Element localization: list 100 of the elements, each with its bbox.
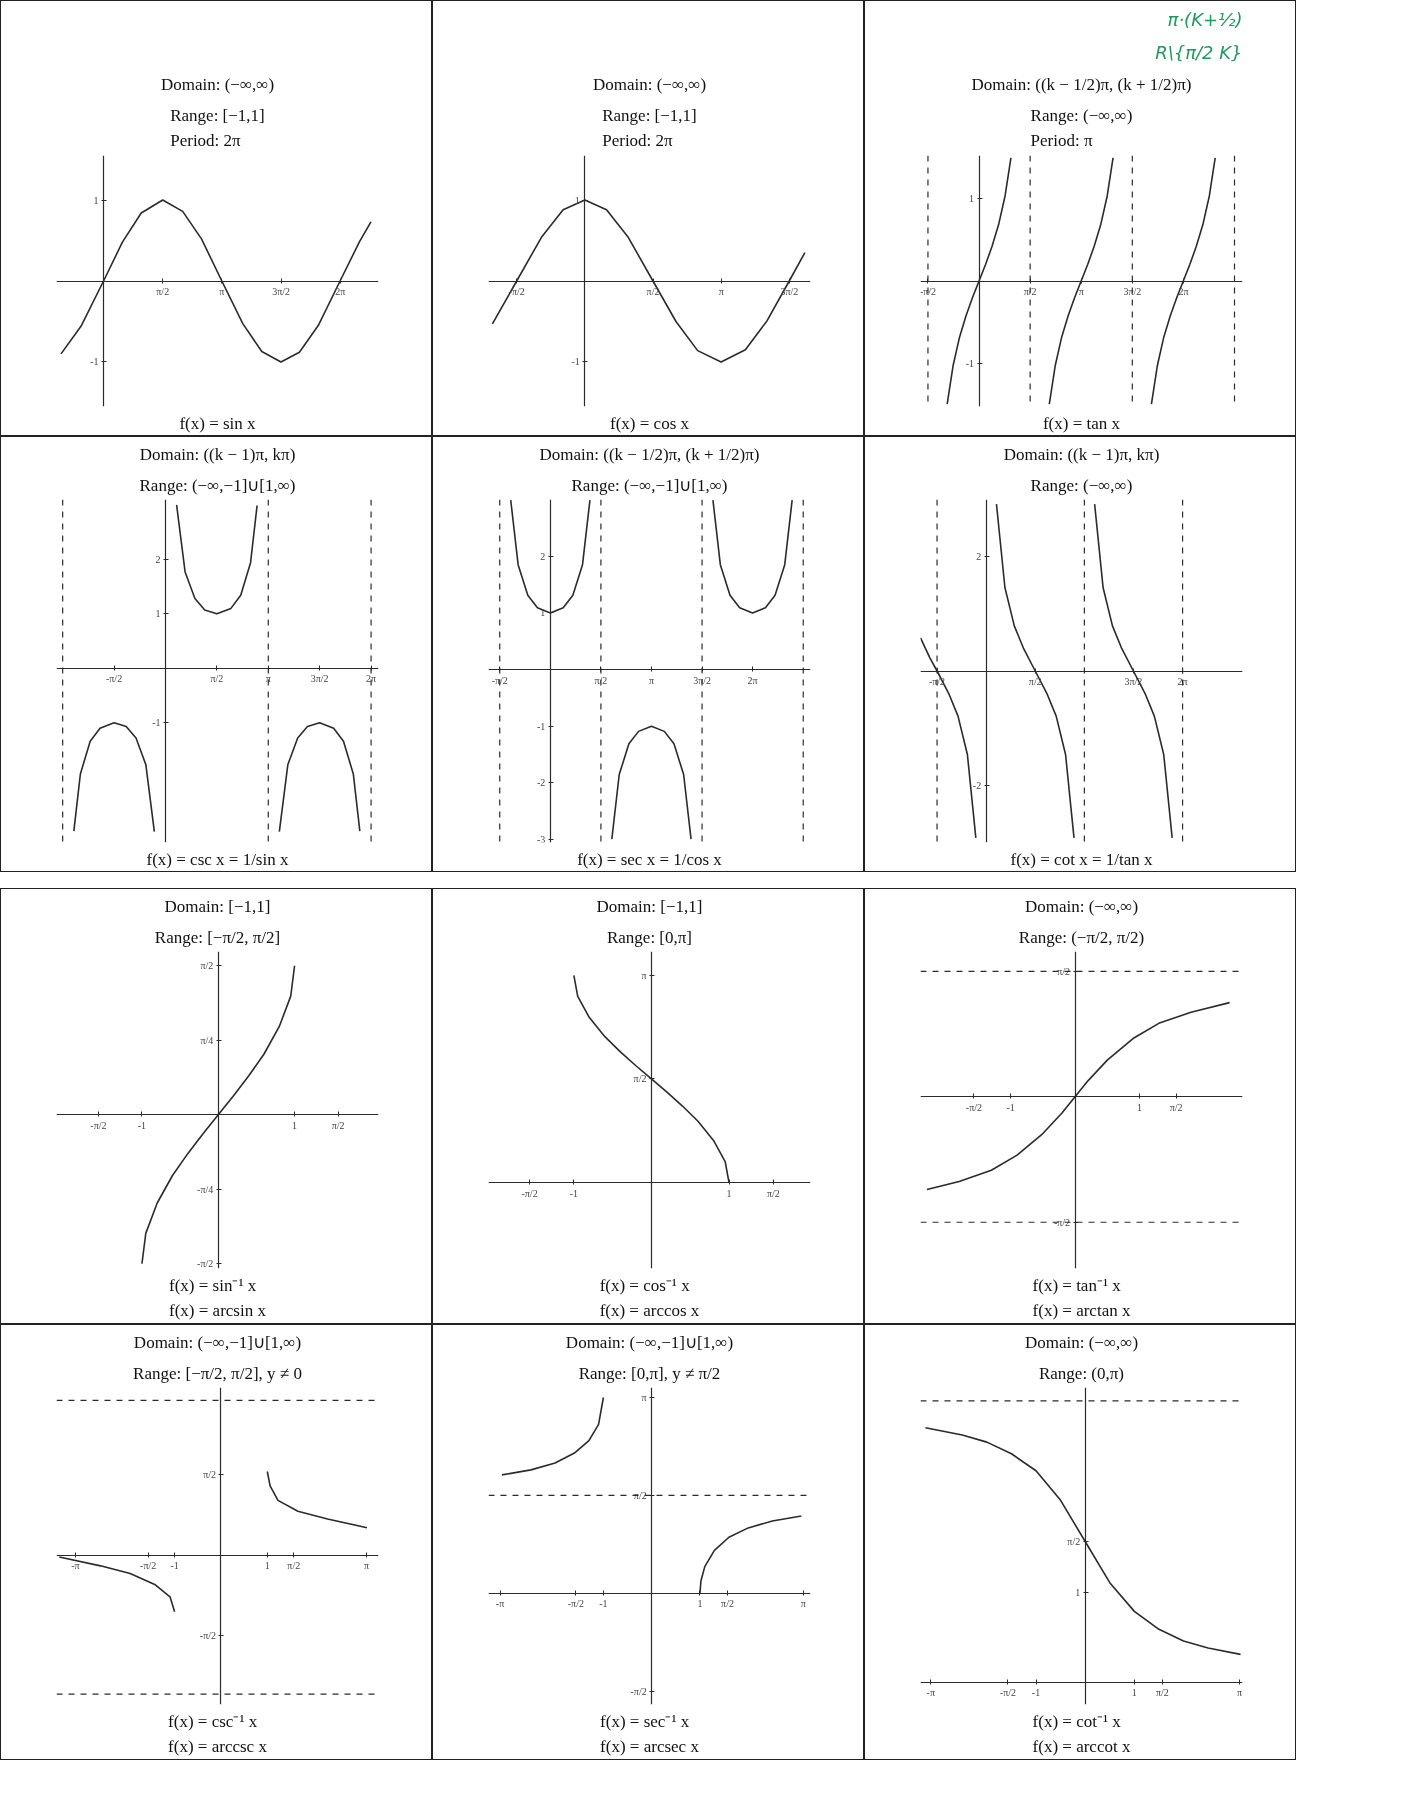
y-tick-label: -2 bbox=[972, 779, 982, 791]
x-tick-label: -π/2 bbox=[521, 1187, 538, 1199]
y-tick-label: 1 bbox=[155, 608, 161, 620]
x-tick-label: π/2 bbox=[287, 1560, 301, 1572]
x-axis-title: f(x) = sin⁻¹ x f(x) = arcsin x bbox=[169, 1275, 267, 1321]
chart-title: Domain: ((k − 1)π, kπ) bbox=[139, 444, 296, 464]
x-axis-title: f(x) = cot x = 1/tan x bbox=[1010, 849, 1153, 869]
x-tick-label: 3π/2 bbox=[272, 286, 290, 297]
x-tick-label: 1 bbox=[264, 1560, 270, 1572]
x-axis-title: f(x) = csc x = 1/sin x bbox=[146, 849, 289, 869]
chart-title: Domain: (−∞,∞) bbox=[1024, 896, 1139, 916]
x-tick-label: π/2 bbox=[1169, 1101, 1183, 1113]
y-tick-label: π/2 bbox=[203, 1468, 216, 1480]
chart-title: Domain: (−∞,−1]∪[1,∞) bbox=[565, 1332, 734, 1352]
x-tick-label: -π bbox=[495, 1598, 505, 1610]
chart-subtitle: Range: (−∞,∞) Period: π bbox=[1030, 105, 1133, 151]
chart-title: Domain: (−∞,∞) bbox=[592, 74, 707, 94]
x-tick-label: 1 bbox=[292, 1119, 298, 1131]
chart-title: Domain: (−∞,∞) bbox=[1024, 1332, 1139, 1352]
x-axis-title: f(x) = cot⁻¹ x f(x) = arccot x bbox=[1032, 1711, 1131, 1757]
x-tick-label: π/2 bbox=[594, 674, 608, 686]
text: R\{π/2 K} bbox=[1155, 41, 1243, 63]
x-tick-label: -1 bbox=[137, 1119, 147, 1131]
x-tick-label: π/2 bbox=[1023, 286, 1037, 297]
x-tick-label: 2π bbox=[335, 286, 346, 297]
x-axis-title: f(x) = cos x bbox=[610, 413, 690, 433]
y-tick-label: π/2 bbox=[200, 960, 214, 972]
x-tick-label: π bbox=[1237, 1687, 1243, 1699]
chart-title: Domain: [−1,1] bbox=[596, 896, 703, 916]
x-axis-title: f(x) = sec x = 1/cos x bbox=[577, 849, 723, 869]
chart-title: Domain: (−∞,∞) bbox=[160, 74, 275, 94]
x-tick-label: π/2 bbox=[210, 673, 224, 685]
chart-subtitle: Range: (−π/2, π/2) bbox=[1018, 927, 1145, 947]
text: π·(K+½) bbox=[1167, 8, 1243, 30]
x-tick-label: 2π bbox=[1177, 676, 1188, 687]
x-axis-title: f(x) = tan x bbox=[1042, 413, 1121, 433]
y-tick-label: 1 bbox=[969, 192, 975, 204]
chart-title: Domain: [−1,1] bbox=[164, 896, 271, 916]
y-tick-label: π/4 bbox=[200, 1034, 214, 1046]
x-tick-label: 1 bbox=[726, 1187, 732, 1199]
x-tick-label: 1 bbox=[1136, 1101, 1142, 1113]
y-tick-label: π/2 bbox=[633, 1073, 647, 1085]
x-tick-label: -1 bbox=[1006, 1101, 1015, 1113]
chart-title: Domain: ((k − 1/2)π, (k + 1/2)π) bbox=[971, 74, 1192, 94]
x-tick-label: π/2 bbox=[1028, 676, 1042, 687]
x-tick-label: -1 bbox=[170, 1560, 179, 1572]
chart-title: Domain: ((k − 1)π, kπ) bbox=[1003, 444, 1160, 464]
y-tick-label: π bbox=[641, 1391, 647, 1403]
chart-subtitle: Range: (−∞,−1]∪[1,∞) bbox=[571, 475, 728, 495]
x-axis-title: f(x) = csc⁻¹ x f(x) = arccsc x bbox=[168, 1711, 268, 1757]
x-tick-label: 3π/2 bbox=[693, 674, 711, 686]
y-tick-label: -2 bbox=[536, 777, 546, 789]
x-tick-label: -π/2 bbox=[919, 286, 937, 297]
x-tick-label: π/2 bbox=[766, 1187, 780, 1199]
x-tick-label: -π/2 bbox=[105, 673, 123, 685]
y-tick-label: -1 bbox=[965, 358, 975, 370]
x-axis-title: f(x) = tan⁻¹ x f(x) = arctan x bbox=[1032, 1275, 1131, 1321]
x-axis-title: f(x) = sec⁻¹ x f(x) = arcsec x bbox=[600, 1711, 700, 1757]
x-tick-label: 2π bbox=[1178, 286, 1189, 297]
chart-subtitle: Range: (−∞,−1]∪[1,∞) bbox=[139, 475, 296, 495]
y-tick-label: 2 bbox=[976, 551, 982, 563]
x-tick-label: -π/2 bbox=[491, 674, 508, 686]
chart-subtitle: Range: [−1,1] Period: 2π bbox=[170, 105, 265, 151]
x-tick-label: -1 bbox=[1031, 1687, 1041, 1699]
x-tick-label: -π bbox=[926, 1687, 935, 1699]
x-tick-label: 2π bbox=[366, 673, 377, 685]
x-tick-label: 3π/2 bbox=[310, 673, 329, 685]
y-tick-label: 2 bbox=[155, 553, 161, 565]
x-tick-label: π bbox=[219, 286, 225, 297]
y-tick-label: -3 bbox=[536, 834, 546, 846]
chart-subtitle: Range: [0,π], y ≠ π/2 bbox=[578, 1363, 721, 1383]
y-tick-label: 1 bbox=[540, 607, 546, 619]
chart-subtitle: Range: [−π/2, π/2], y ≠ 0 bbox=[133, 1363, 302, 1383]
x-tick-label: π bbox=[364, 1560, 370, 1572]
x-tick-label: -π/2 bbox=[999, 1687, 1017, 1699]
x-axis-title: f(x) = cos⁻¹ x f(x) = arccos x bbox=[599, 1275, 700, 1321]
x-tick-label: π/2 bbox=[1155, 1687, 1169, 1699]
chart-title: Domain: ((k − 1/2)π, (k + 1/2)π) bbox=[539, 444, 760, 464]
y-tick-label: -1 bbox=[536, 720, 546, 732]
y-tick-label: -π/4 bbox=[197, 1183, 214, 1195]
y-tick-label: 2 bbox=[540, 550, 546, 562]
chart-subtitle: Range: [−1,1] Period: 2π bbox=[602, 105, 697, 151]
y-tick-label: -π/2 bbox=[197, 1258, 214, 1270]
x-tick-label: π bbox=[265, 673, 271, 685]
chart-title: Domain: (−∞,−1]∪[1,∞) bbox=[133, 1332, 302, 1352]
y-tick-label: -1 bbox=[152, 717, 161, 729]
x-tick-label: π/2 bbox=[721, 1598, 734, 1610]
x-tick-label: π/2 bbox=[331, 1119, 345, 1131]
chart-subtitle: Range: (0,π) bbox=[1038, 1363, 1125, 1383]
chart-subtitle: Range: [−π/2, π/2] bbox=[154, 927, 281, 947]
x-tick-label: 1 bbox=[697, 1598, 703, 1610]
y-tick-label: π bbox=[641, 969, 647, 981]
x-tick-label: π bbox=[800, 1598, 806, 1610]
x-axis-title: f(x) = sin x bbox=[179, 413, 257, 433]
x-tick-label: -π bbox=[71, 1560, 80, 1572]
x-tick-label: 1 bbox=[1131, 1687, 1137, 1699]
y-tick-label: -π/2 bbox=[199, 1630, 216, 1642]
chart-subtitle: Range: [0,π] bbox=[606, 927, 693, 947]
x-tick-label: 3π/2 bbox=[1123, 286, 1142, 297]
chart-subtitle: Range: (−∞,∞) bbox=[1030, 475, 1133, 495]
